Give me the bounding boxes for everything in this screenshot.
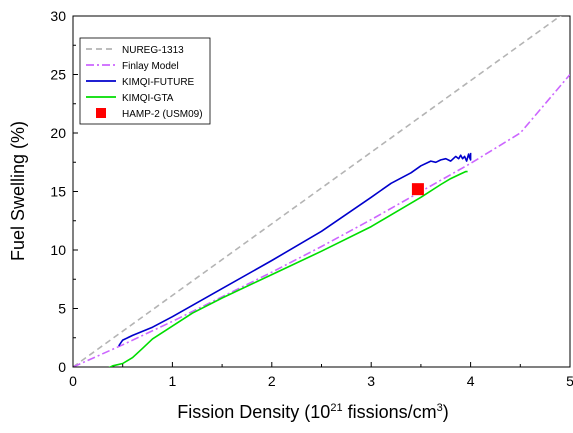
x-axis-title-sup2: 3 [437, 402, 443, 414]
series-kimqi-gta-line [108, 170, 468, 367]
series-layer [73, 16, 570, 367]
y-tick-label: 20 [50, 125, 66, 141]
y-tick-label: 0 [58, 359, 66, 375]
x-axis-title: Fission Density (1021 fissions/cm3) [177, 402, 448, 422]
legend: NUREG-1313 Finlay Model KIMQI-FUTURE KIMQI-… [79, 37, 211, 125]
legend-label-nureg-1313: NUREG-1313 [122, 45, 184, 56]
x-axis-title-prefix: Fission Density (10 [177, 402, 330, 422]
legend-label-finlay-model: Finlay Model [122, 61, 179, 72]
x-tick-label: 4 [467, 373, 475, 389]
x-tick-label: 0 [69, 373, 77, 389]
x-axis-title-middle: fissions/cm [343, 402, 437, 422]
x-axis-title-sup1: 21 [330, 402, 342, 414]
x-tick-label: 2 [268, 373, 276, 389]
x-tick-label: 3 [367, 373, 375, 389]
y-tick-label: 15 [50, 184, 66, 200]
series-nureg-1313-line [73, 16, 562, 367]
y-tick-label: 30 [50, 8, 66, 24]
axes-layer: 0 1 2 3 4 5 0 5 10 15 20 25 30 [50, 8, 573, 389]
legend-label-hamp-2-usm09: HAMP-2 (USM09) [122, 109, 203, 120]
legend-label-kimqi-gta: KIMQI-GTA [122, 93, 174, 104]
x-axis-title-suffix: ) [443, 402, 449, 422]
y-axis-title: Fuel Swelling (%) [8, 121, 28, 261]
y-tick-label: 10 [50, 242, 66, 258]
legend-label-kimqi-future: KIMQI-FUTURE [122, 77, 195, 88]
legend-swatch-hamp-2-usm09 [96, 108, 106, 118]
x-tick-label: 1 [169, 373, 177, 389]
y-tick-label: 25 [50, 67, 66, 83]
series-kimqi-future-line [118, 152, 472, 347]
y-tick-label: 5 [58, 301, 66, 317]
x-tick-label: 5 [566, 373, 573, 389]
series-finlay-model-line [73, 73, 570, 367]
series-hamp-2-usm09-point [411, 183, 424, 196]
